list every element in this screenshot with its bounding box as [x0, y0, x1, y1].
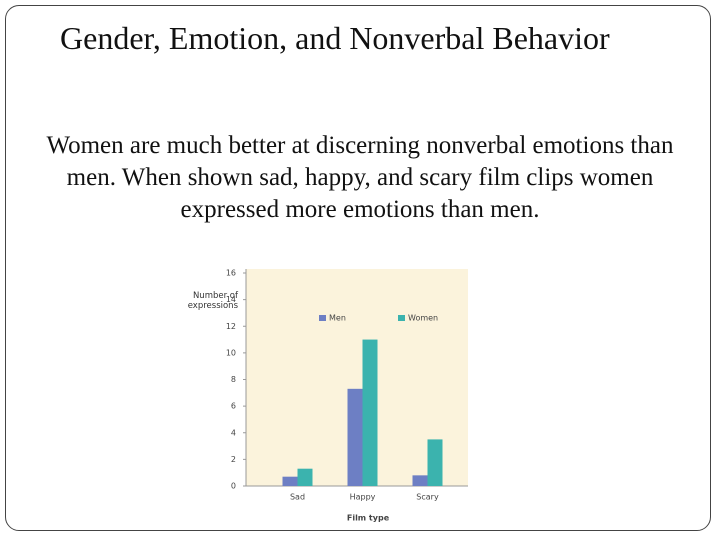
x-tick-label: Scary — [416, 493, 439, 502]
legend-label: Women — [408, 314, 438, 323]
bar — [282, 476, 298, 486]
legend-swatch — [319, 315, 326, 321]
bar — [427, 439, 443, 486]
y-tick-label: 0 — [231, 482, 236, 491]
y-tick-label: 14 — [226, 295, 236, 304]
legend-swatch — [398, 315, 405, 321]
slide-body: Women are much better at discerning nonv… — [46, 132, 674, 223]
y-tick-label: 16 — [226, 269, 236, 278]
bar — [362, 339, 378, 486]
y-axis-label: Number of expressions — [187, 291, 238, 311]
bar — [297, 468, 313, 486]
x-tick-label: Sad — [290, 493, 305, 502]
x-axis-label: Film type — [347, 514, 390, 523]
bar — [412, 475, 428, 486]
y-tick-label: 10 — [226, 348, 236, 357]
bar — [347, 388, 363, 486]
slide-frame — [5, 5, 711, 531]
x-tick-label: Happy — [350, 493, 376, 502]
y-tick-label: 8 — [231, 375, 236, 384]
slide-title: Gender, Emotion, and Nonverbal Behavior — [60, 20, 610, 56]
legend-label: Men — [329, 314, 346, 323]
y-tick-label: 12 — [226, 322, 236, 331]
y-tick-label: 2 — [231, 455, 236, 464]
y-tick-label: 4 — [231, 428, 236, 437]
y-tick-label: 6 — [231, 402, 236, 411]
